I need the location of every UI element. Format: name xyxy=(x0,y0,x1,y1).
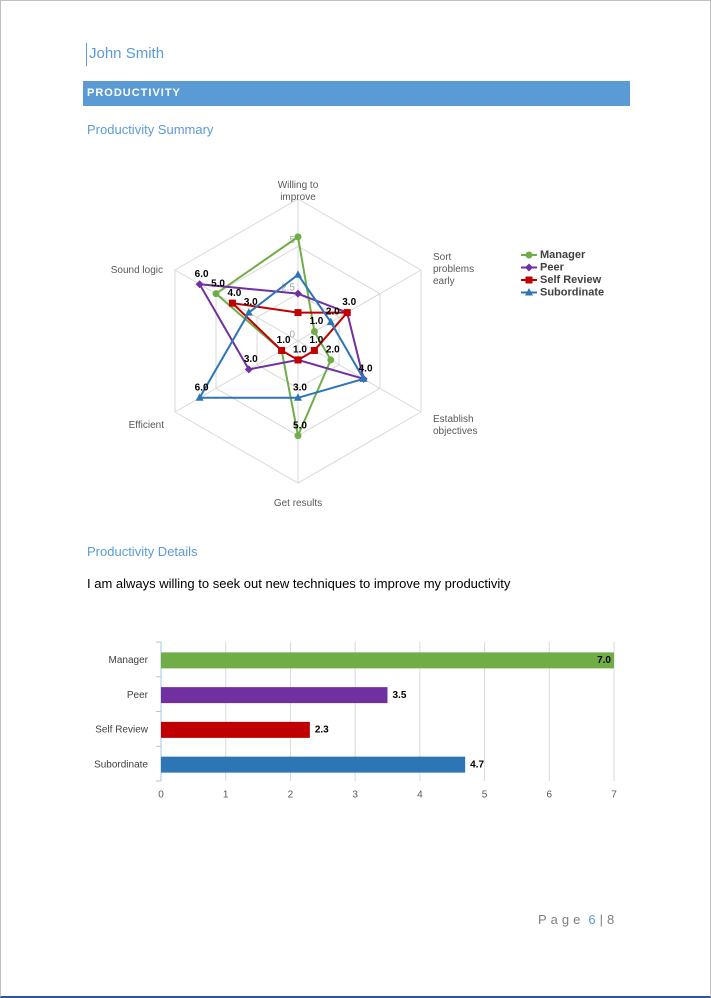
bar xyxy=(161,652,614,669)
r-tick-label: 2.5 xyxy=(281,282,295,293)
marker xyxy=(359,374,368,382)
bar xyxy=(161,721,310,738)
marker xyxy=(195,393,204,401)
data-label: 1.0 xyxy=(277,335,291,346)
x-tick-label: 2 xyxy=(288,790,294,801)
spoke xyxy=(174,340,299,413)
x-tick-label: 1 xyxy=(223,790,229,801)
data-label: 5.0 xyxy=(211,278,225,289)
legend-label: Self Review xyxy=(540,274,602,286)
bar xyxy=(161,756,466,773)
radar-axis-label: Efficient xyxy=(128,420,164,431)
marker xyxy=(212,290,220,298)
details-heading: Productivity Details xyxy=(87,544,198,559)
legend-label: Peer xyxy=(540,261,565,273)
radar-axis-label: Sound logic xyxy=(110,265,163,276)
y-tick-label: Manager xyxy=(109,655,149,666)
data-label: 2.0 xyxy=(326,307,340,318)
r-tick-label: 0 xyxy=(289,330,295,341)
data-label: 2.0 xyxy=(326,345,340,356)
section-title: PRODUCTIVITY xyxy=(87,87,181,99)
bar xyxy=(161,687,388,704)
marker xyxy=(294,393,302,401)
marker xyxy=(343,309,351,317)
marker xyxy=(294,309,302,317)
marker xyxy=(294,270,302,278)
marker xyxy=(525,276,533,284)
y-tick-label: Peer xyxy=(127,690,149,701)
x-tick-label: 0 xyxy=(158,790,164,801)
marker xyxy=(294,432,302,440)
spoke xyxy=(174,269,299,342)
footer-separator: | xyxy=(599,912,603,927)
page-total: 8 xyxy=(607,912,615,927)
data-label: 3.0 xyxy=(244,354,258,365)
radar-axis-label: Get results xyxy=(273,498,323,509)
data-label: 1.0 xyxy=(309,335,323,346)
data-label: 7.0 xyxy=(597,655,611,666)
legend-label: Subordinate xyxy=(540,286,604,298)
data-label: 4.0 xyxy=(227,288,241,299)
legend-label: Manager xyxy=(540,249,586,261)
marker xyxy=(244,365,253,374)
y-tick-label: Subordinate xyxy=(94,759,148,770)
footer-label: Page xyxy=(538,912,585,927)
data-label: 3.0 xyxy=(293,382,307,393)
data-label: 4.7 xyxy=(470,759,484,770)
data-label: 4.0 xyxy=(359,364,373,375)
author-name: John Smith xyxy=(86,43,164,66)
question: I am always willing to seek out new tech… xyxy=(87,576,511,591)
radar-axis-label: Willing to improve xyxy=(277,180,319,203)
data-label: 1.0 xyxy=(293,345,307,356)
marker xyxy=(326,317,335,326)
marker xyxy=(310,328,318,336)
section-bar: PRODUCTIVITY xyxy=(83,81,630,106)
data-label: 3.0 xyxy=(244,297,258,308)
marker xyxy=(525,288,533,296)
data-label: 2.3 xyxy=(315,725,329,736)
x-tick-label: 7 xyxy=(611,790,617,801)
data-label: 3.0 xyxy=(342,297,356,308)
data-label: 6.0 xyxy=(195,269,209,280)
spoke xyxy=(297,340,422,413)
footer: Page 6 | 8 xyxy=(538,912,618,927)
data-label: 5.0 xyxy=(293,420,307,431)
x-tick-label: 5 xyxy=(482,790,488,801)
marker xyxy=(278,346,286,354)
page-number: 6 xyxy=(588,912,596,927)
marker xyxy=(294,356,302,364)
radar-axis-label: Establish objectives xyxy=(433,414,478,437)
spoke xyxy=(297,269,422,342)
marker xyxy=(294,233,302,241)
marker xyxy=(525,263,533,272)
marker xyxy=(228,299,236,307)
marker xyxy=(244,308,253,316)
marker xyxy=(525,251,533,259)
data-label: 1.0 xyxy=(309,316,323,327)
x-tick-label: 4 xyxy=(417,790,423,801)
x-tick-label: 6 xyxy=(547,790,553,801)
marker xyxy=(294,289,302,298)
marker xyxy=(195,280,204,289)
marker xyxy=(310,346,318,354)
radar-axis-label: Sort problems early xyxy=(433,252,475,287)
data-label: 3.5 xyxy=(393,690,407,701)
y-tick-label: Self Review xyxy=(95,725,149,736)
marker xyxy=(327,356,335,364)
summary-heading: Productivity Summary xyxy=(87,122,214,137)
x-tick-label: 3 xyxy=(352,790,358,801)
data-label: 6.0 xyxy=(195,382,209,393)
